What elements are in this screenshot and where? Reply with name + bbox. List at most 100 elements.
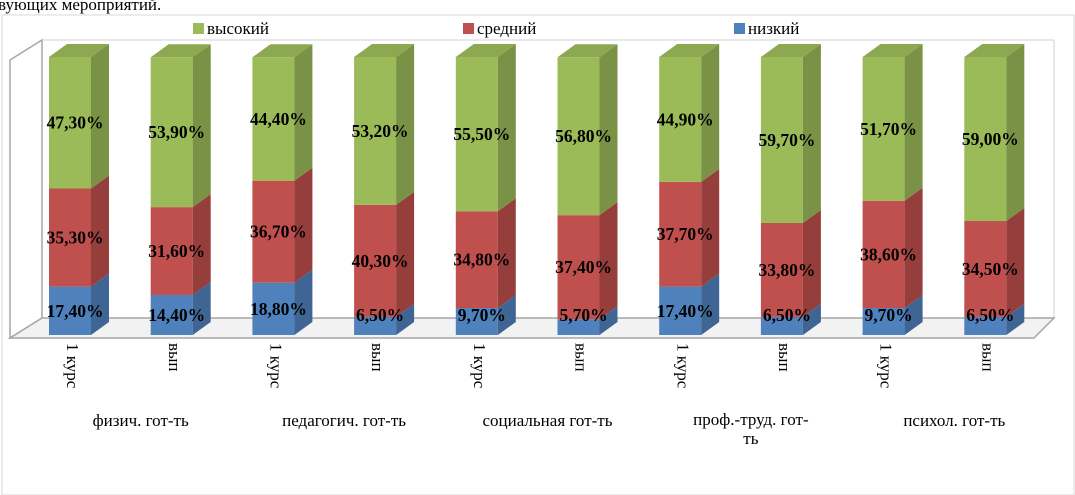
bar-side-face — [802, 44, 821, 223]
bar-side-face — [802, 303, 821, 335]
bar-высокий-4 — [354, 44, 415, 205]
bar-front-face — [862, 200, 905, 309]
bar-front-face — [964, 316, 1007, 335]
bar-side-face — [904, 44, 923, 201]
back-wall-outline — [42, 39, 1055, 318]
bar-side-face — [599, 306, 618, 335]
bar-высокий-10 — [964, 44, 1025, 222]
bar-средний-7 — [659, 168, 720, 287]
legend-label: средний — [477, 19, 536, 38]
legend: высокий средний низкий — [193, 19, 799, 38]
category-label: вып — [572, 343, 591, 372]
data-label: 47,30% — [47, 113, 104, 133]
bar-top-face — [557, 44, 618, 58]
bar-front-face — [49, 57, 91, 189]
bar-side-face — [294, 269, 313, 335]
bar-side-face — [91, 44, 109, 189]
data-label: 59,00% — [962, 129, 1019, 149]
category-axis-labels: 1 курс вып 1 курс вып 1 курс вып 1 курс вып 1 ку… — [63, 343, 997, 389]
bar-низкий-8 — [760, 303, 821, 335]
bar-front-face — [557, 215, 600, 320]
category-label: вып — [368, 343, 387, 372]
bar-series-group — [49, 44, 1025, 335]
category-label: вып — [775, 343, 794, 372]
bar-front-face — [150, 57, 193, 208]
bar-side-face — [294, 44, 313, 181]
bar-front-face — [455, 57, 498, 212]
legend-label: низкий — [748, 19, 799, 38]
bar-средний-2 — [150, 194, 211, 295]
bar-side-face — [1006, 44, 1025, 222]
bar-top-face — [252, 44, 313, 58]
group-axis-labels: физич. гот-ть педагогич. гот-ть социальная… — [93, 410, 1006, 448]
bar-side-face — [91, 175, 109, 287]
bar-средний-8 — [760, 209, 821, 317]
bar-top-face — [150, 44, 211, 58]
data-label: 53,20% — [352, 121, 409, 141]
data-label: 51,70% — [860, 119, 917, 139]
bar-front-face — [252, 282, 295, 335]
bar-side-face — [396, 303, 415, 335]
bar-side-face — [904, 295, 923, 335]
bar-низкий-10 — [964, 303, 1025, 335]
group-label: психол. гот-ть — [903, 411, 1005, 430]
bar-средний-10 — [964, 208, 1025, 317]
bar-front-face — [252, 57, 295, 181]
bar-side-face — [599, 202, 618, 320]
bar-front-face — [455, 308, 498, 335]
bar-front-face — [964, 221, 1007, 317]
bar-front-face — [557, 57, 600, 216]
data-label: 35,30% — [47, 228, 104, 248]
data-label: 40,30% — [352, 251, 409, 271]
legend-item-средний: средний — [463, 19, 536, 38]
bar-front-face — [252, 180, 295, 283]
group-label: педагогич. гот-ть — [282, 411, 406, 430]
bar-высокий-8 — [760, 44, 821, 223]
bar-side-face — [701, 44, 720, 182]
bar-side-face — [599, 44, 618, 216]
bar-side-face — [192, 44, 211, 208]
bar-средний-3 — [252, 167, 313, 283]
bar-средний-1 — [49, 175, 109, 287]
bar-top-face — [659, 44, 720, 57]
legend-swatch — [193, 23, 204, 34]
bar-front-face — [659, 57, 702, 182]
legend-swatch — [463, 23, 474, 34]
data-label: 14,40% — [148, 305, 205, 325]
legend-item-высокий: высокий — [193, 19, 269, 38]
bar-side-face — [396, 191, 415, 317]
bar-front-face — [659, 286, 702, 335]
category-label: вып — [165, 343, 184, 372]
bar-front-face — [354, 57, 397, 205]
bar-front-face — [760, 57, 803, 223]
bar-высокий-7 — [659, 44, 720, 182]
bar-top-face — [964, 44, 1025, 57]
bar-top-face — [760, 44, 821, 57]
category-label: 1 курс — [266, 343, 285, 389]
data-label: 6,50% — [966, 305, 1014, 325]
data-label: 9,70% — [458, 305, 506, 325]
data-label: 37,40% — [555, 257, 612, 277]
bar-side-face — [497, 44, 516, 212]
bar-front-face — [760, 222, 803, 317]
bar-front-face — [150, 207, 193, 295]
data-labels-group: 17,40% 35,30% 47,30% 14,40% 31,60% 53,90% 18,8… — [47, 109, 1019, 325]
bar-top-face — [354, 44, 415, 57]
bar-side-face — [396, 44, 415, 205]
legend-item-низкий: низкий — [734, 19, 799, 38]
bar-side-face — [497, 295, 516, 335]
data-label: 34,80% — [453, 250, 510, 270]
data-label: 44,90% — [657, 109, 714, 129]
bar-front-face — [150, 294, 193, 335]
bar-средний-9 — [862, 187, 923, 309]
bar-высокий-2 — [150, 44, 211, 208]
bar-front-face — [49, 286, 91, 335]
bar-front-face — [455, 211, 498, 309]
bar-top-face — [455, 44, 516, 57]
bar-front-face — [760, 316, 803, 335]
bar-высокий-1 — [49, 44, 109, 189]
bar-side-face — [497, 198, 516, 309]
legend-label: высокий — [207, 19, 269, 38]
bar-side-face — [701, 273, 720, 335]
bar-средний-6 — [557, 202, 618, 320]
